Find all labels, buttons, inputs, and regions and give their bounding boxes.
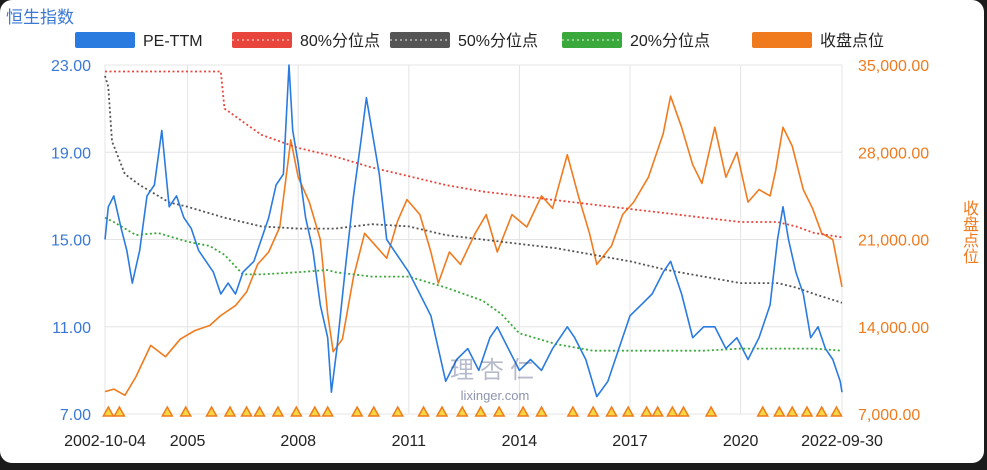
event-marker <box>179 405 193 417</box>
y-left-tick-label: 7.00 <box>60 407 91 424</box>
series-line-0 <box>104 64 843 398</box>
right-axis-label: 收盘点位 <box>960 200 977 264</box>
y-left-tick-label: 23.00 <box>51 58 91 75</box>
event-marker <box>205 405 218 417</box>
event-marker <box>435 405 449 417</box>
legend-item: PE-TTM <box>75 32 203 50</box>
event-marker <box>161 405 174 417</box>
event-marker <box>640 405 653 417</box>
event-marker <box>621 405 635 417</box>
event-marker <box>350 405 364 417</box>
event-marker <box>815 405 828 417</box>
event-marker <box>253 405 266 417</box>
series-line-1 <box>105 70 843 239</box>
legend-label: 80%分位点 <box>300 32 380 50</box>
y-right-tick-label: 35,000.00 <box>858 58 929 75</box>
event-marker <box>756 405 770 417</box>
x-tick-label: 2002-10-04 <box>64 433 146 450</box>
event-marker <box>666 405 679 417</box>
y-left-tick-label: 11.00 <box>52 320 91 337</box>
event-marker <box>391 405 405 417</box>
event-marker <box>308 405 322 417</box>
legend-item: 20%分位点 <box>562 32 710 50</box>
y-right-tick-label: 14,000.00 <box>858 320 929 337</box>
event-marker <box>535 405 548 417</box>
event-marker <box>417 405 430 417</box>
event-marker <box>605 405 618 417</box>
event-marker <box>830 405 843 417</box>
event-marker <box>586 405 600 417</box>
event-marker <box>240 405 253 417</box>
legend-swatch <box>752 32 812 48</box>
legend-label: PE-TTM <box>143 33 203 50</box>
x-tick-label: 2008 <box>280 433 316 450</box>
legend-label: 收盘点位 <box>820 31 884 50</box>
y-right-tick-label: 28,000.00 <box>858 145 929 162</box>
legend-item: 50%分位点 <box>390 32 538 50</box>
y-left-tick-label: 15.00 <box>51 233 91 250</box>
event-marker <box>773 405 786 417</box>
legend-swatch <box>75 32 135 48</box>
event-marker <box>113 405 126 417</box>
event-marker <box>102 405 115 417</box>
event-marker <box>223 405 237 417</box>
watermark-url: lixinger.com <box>461 388 530 403</box>
event-marker <box>492 405 506 417</box>
x-tick-label: 2022-09-30 <box>801 433 883 450</box>
event-marker <box>704 405 718 417</box>
series-line-3 <box>104 216 843 352</box>
legend-item: 80%分位点 <box>232 32 380 50</box>
event-marker <box>651 405 664 417</box>
chart-title: 恒生指数 <box>6 8 74 27</box>
watermark-logo: 理杏仁 <box>450 357 540 384</box>
event-marker <box>800 405 814 417</box>
y-left-tick-label: 19.00 <box>51 145 91 162</box>
event-marker <box>566 405 580 417</box>
event-marker <box>290 405 303 417</box>
y-right-tick-label: 7,000.00 <box>858 407 920 424</box>
event-marker <box>321 405 334 417</box>
event-marker <box>474 405 487 417</box>
event-marker <box>785 405 799 417</box>
x-tick-label: 2011 <box>392 433 427 450</box>
x-tick-label: 2017 <box>612 433 648 450</box>
legend-label: 50%分位点 <box>458 32 538 50</box>
event-marker <box>455 405 469 417</box>
series-line-2 <box>104 75 843 304</box>
x-tick-label: 2005 <box>170 433 206 450</box>
legend-label: 20%分位点 <box>630 32 710 50</box>
event-marker <box>367 405 381 417</box>
y-right-tick-label: 21,000.00 <box>858 233 929 250</box>
x-tick-label: 2020 <box>723 433 759 450</box>
event-marker <box>516 405 530 417</box>
legend-item: 收盘点位 <box>752 31 884 50</box>
event-marker <box>271 405 285 417</box>
event-marker <box>677 405 690 417</box>
x-tick-label: 2014 <box>502 433 538 450</box>
series-line-4 <box>104 95 843 397</box>
